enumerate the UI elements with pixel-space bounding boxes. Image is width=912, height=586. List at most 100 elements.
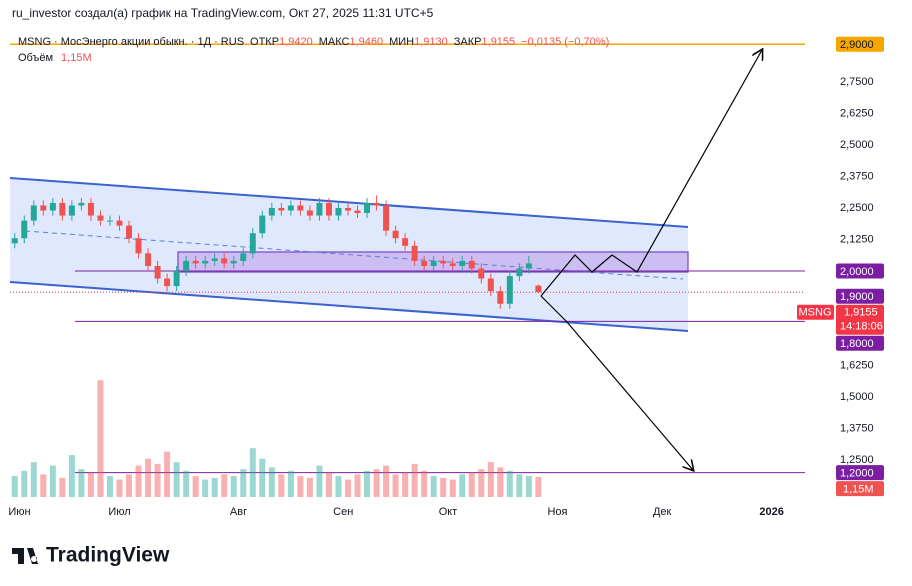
volume-bar <box>192 476 199 497</box>
candle-body <box>383 205 390 231</box>
candle-body <box>68 205 75 216</box>
candle-body <box>354 210 361 214</box>
candle-body <box>40 205 47 211</box>
candle-body <box>97 215 104 221</box>
volume-bar <box>126 474 133 497</box>
level-label: 1,9000 <box>840 291 874 303</box>
y-tick-label: 2,3750 <box>840 170 874 182</box>
candle-body <box>373 202 380 206</box>
level-box <box>836 36 884 52</box>
volume-bar <box>468 472 475 497</box>
level-box <box>836 288 884 304</box>
candle-body <box>468 260 475 269</box>
candle-body <box>325 202 332 216</box>
arrow-down <box>540 295 693 470</box>
volume-title: Объём <box>18 52 53 64</box>
ohlc-label: МИН <box>389 36 414 48</box>
candle-body <box>268 207 275 216</box>
x-tick-label: Сен <box>333 506 353 518</box>
volume-bar <box>183 470 190 497</box>
x-tick-label: Авг <box>230 506 247 518</box>
volume-bar <box>221 474 228 497</box>
candle-body <box>287 205 294 211</box>
volume-bar <box>211 477 218 497</box>
volume-bar <box>49 465 56 497</box>
x-tick-label: Июн <box>8 506 30 518</box>
volume-bar <box>297 476 304 497</box>
candle-body <box>440 260 447 264</box>
candle-body <box>183 260 190 271</box>
candle-body <box>411 245 418 261</box>
arrow-up <box>540 50 762 297</box>
candle-body <box>278 207 285 211</box>
symbol-box <box>797 304 834 320</box>
volume-bar <box>516 474 523 497</box>
volume-bar <box>68 455 75 497</box>
level-label: 1,2000 <box>840 468 874 480</box>
channel-bottom <box>9 281 689 332</box>
candle-body <box>421 260 428 266</box>
candle-body <box>192 260 199 264</box>
level-box <box>836 335 884 351</box>
candle-body <box>78 202 85 206</box>
volume-bar <box>449 479 456 497</box>
volume-bar <box>59 477 66 497</box>
volume-bar <box>421 470 428 497</box>
volume-bar <box>30 462 37 497</box>
candle-body <box>402 238 409 246</box>
volume-bar <box>249 448 256 497</box>
candle-body <box>297 205 304 211</box>
volume-axis-label: 1,15M <box>843 484 874 496</box>
volume-bar <box>116 479 123 497</box>
symbol-label: MSNG <box>799 307 832 319</box>
volume-bar <box>268 467 275 497</box>
candle-body <box>145 253 152 266</box>
volume-bar <box>87 472 94 497</box>
candle-body <box>221 258 228 264</box>
candle-body <box>430 260 437 266</box>
plot: 2,7500 2,6250 2,5000 2,3750 2,2500 2,1250 1,62… <box>8 36 884 518</box>
candle-body <box>126 225 133 239</box>
candle-body <box>49 202 56 211</box>
volume-bar <box>402 472 409 497</box>
legend-row: MSNG · МосЭнерго акции обыкн. · 1Д · RUS… <box>18 36 609 48</box>
volume-box <box>836 481 884 497</box>
ohlc-label: ОТКР <box>250 36 279 48</box>
legend: MSNG · МосЭнерго акции обыкн. · 1Д · RUS… <box>18 36 609 64</box>
x-tick-label: 2026 <box>759 506 783 518</box>
candle-body <box>535 285 542 293</box>
volume-bar <box>478 469 485 497</box>
y-tick-label: 1,3750 <box>840 422 874 434</box>
volume-bar <box>287 470 294 497</box>
ohlc-value: 1,9155 <box>482 36 516 48</box>
volume-bar <box>40 474 47 497</box>
volume-bar <box>278 474 285 497</box>
candle-body <box>230 260 237 264</box>
drawings <box>9 177 689 332</box>
candle-body <box>478 268 485 279</box>
logo-icon <box>12 548 38 564</box>
candle-body <box>497 291 504 304</box>
volume-bar <box>497 467 504 497</box>
volume-bar <box>487 462 494 497</box>
price-box <box>836 304 884 335</box>
candle-body <box>344 207 351 211</box>
candle-body <box>449 263 456 266</box>
ohlc-value: 1,9130 <box>414 36 448 48</box>
candle-body <box>506 276 513 304</box>
candle-body <box>116 220 123 226</box>
volume-bar <box>440 477 447 497</box>
level-label: 1,8000 <box>840 338 874 350</box>
change: −0,0135 (−0,70%) <box>521 36 609 48</box>
y-tick-label: 1,6250 <box>840 359 874 371</box>
volume-bar <box>344 479 351 497</box>
x-tick-label: Дек <box>653 506 672 518</box>
candle-body <box>516 268 523 277</box>
volume-bar <box>411 463 418 497</box>
caption: ru_investor создал(а) график на TradingV… <box>12 6 434 20</box>
level-label: 2,0000 <box>840 266 874 278</box>
candle-body <box>335 207 342 216</box>
last-price-label: 1,9155 <box>844 307 878 319</box>
volume-bar <box>383 465 390 497</box>
candle-body <box>249 233 256 254</box>
